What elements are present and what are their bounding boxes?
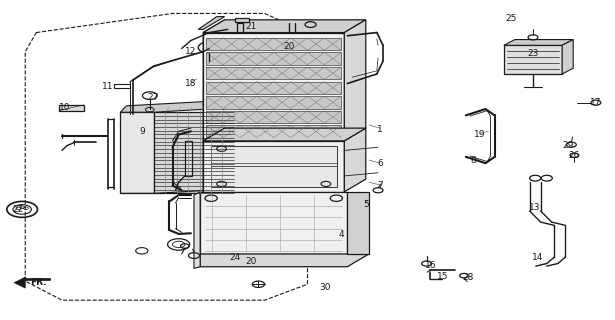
Text: 8: 8	[470, 156, 476, 164]
Polygon shape	[234, 106, 261, 194]
Text: FR.: FR.	[31, 278, 47, 287]
Polygon shape	[562, 40, 573, 74]
Text: 4: 4	[338, 230, 344, 239]
Polygon shape	[504, 45, 562, 74]
Bar	[206, 52, 341, 65]
Text: 14: 14	[532, 253, 543, 262]
Polygon shape	[22, 278, 50, 280]
Text: 29: 29	[563, 141, 574, 150]
Bar	[210, 146, 337, 187]
Text: 18: 18	[185, 79, 197, 88]
Text: 11: 11	[102, 82, 114, 91]
Polygon shape	[194, 192, 200, 268]
Text: 21: 21	[245, 22, 256, 31]
Bar	[206, 96, 341, 108]
Bar	[59, 105, 84, 111]
Polygon shape	[203, 128, 224, 192]
Bar	[154, 112, 234, 194]
Bar	[206, 67, 341, 79]
Text: 16: 16	[424, 261, 436, 270]
Polygon shape	[203, 33, 344, 141]
Bar	[206, 38, 341, 50]
Text: 20: 20	[284, 42, 295, 52]
Polygon shape	[14, 277, 25, 288]
Text: 24: 24	[229, 253, 240, 262]
Polygon shape	[200, 254, 369, 267]
Polygon shape	[200, 192, 347, 254]
Polygon shape	[121, 112, 154, 194]
Polygon shape	[203, 20, 366, 33]
Text: 19: 19	[474, 130, 485, 139]
Text: 20: 20	[245, 258, 256, 267]
Bar	[206, 111, 341, 123]
Text: 7: 7	[377, 181, 383, 190]
Bar	[114, 84, 130, 88]
Text: 23: 23	[528, 49, 539, 58]
Polygon shape	[220, 220, 234, 228]
Polygon shape	[347, 192, 369, 254]
Text: 1: 1	[377, 125, 383, 134]
Bar	[206, 125, 341, 138]
Text: 17: 17	[590, 98, 601, 107]
Polygon shape	[121, 100, 261, 112]
Polygon shape	[203, 128, 366, 141]
Text: 10: 10	[60, 103, 71, 112]
Text: 5: 5	[363, 200, 368, 209]
Text: 28: 28	[462, 273, 474, 282]
Text: 26: 26	[569, 151, 580, 160]
Polygon shape	[203, 20, 224, 141]
Text: 30: 30	[319, 283, 330, 292]
Text: 15: 15	[437, 272, 448, 281]
Bar	[184, 141, 192, 176]
Polygon shape	[203, 141, 344, 192]
Text: 6: 6	[377, 159, 383, 168]
Polygon shape	[344, 20, 366, 141]
Text: 22: 22	[12, 205, 23, 214]
Text: 12: 12	[185, 47, 197, 56]
Bar	[235, 18, 248, 22]
Text: 13: 13	[529, 203, 541, 212]
Polygon shape	[344, 128, 366, 192]
Polygon shape	[198, 17, 224, 29]
Text: 25: 25	[506, 14, 517, 23]
Text: 27: 27	[147, 93, 159, 102]
Polygon shape	[121, 187, 261, 194]
Text: 9: 9	[139, 127, 145, 136]
Polygon shape	[504, 40, 573, 45]
Bar	[206, 82, 341, 94]
